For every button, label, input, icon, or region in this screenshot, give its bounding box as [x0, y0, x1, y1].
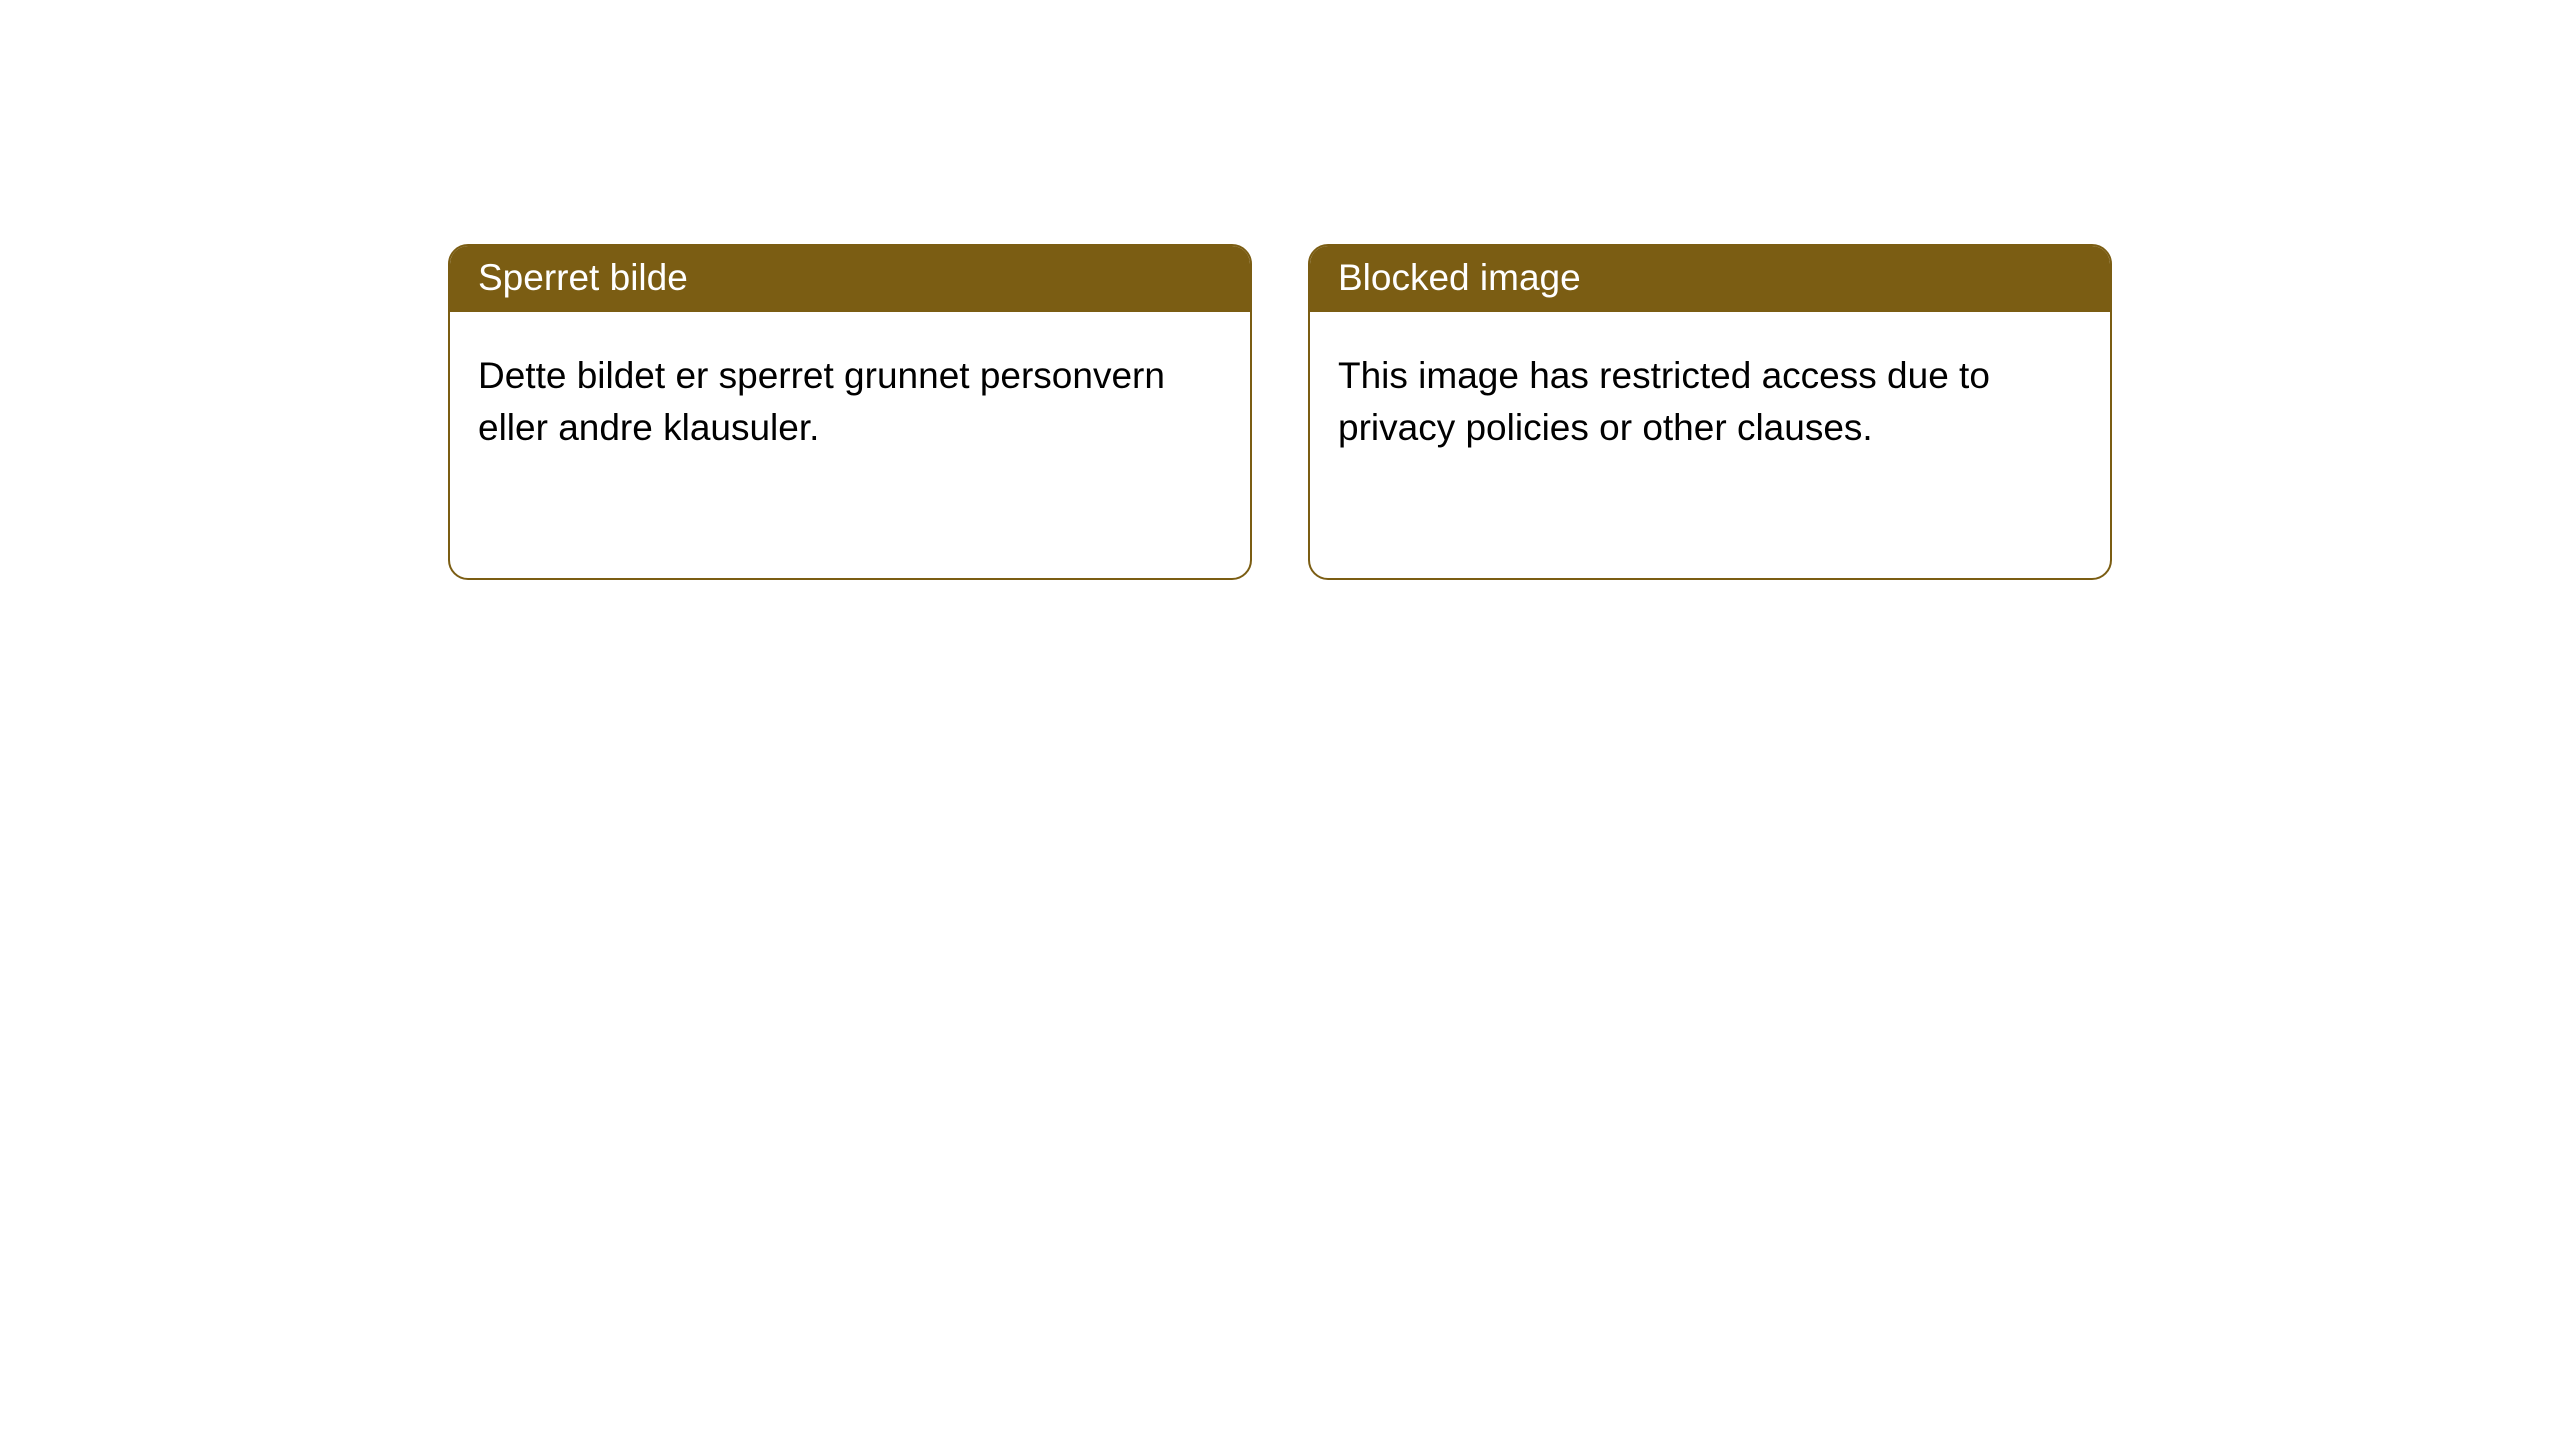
- notice-body-norwegian: Dette bildet er sperret grunnet personve…: [450, 312, 1250, 482]
- notice-title-norwegian: Sperret bilde: [450, 246, 1250, 312]
- notice-card-english: Blocked image This image has restricted …: [1308, 244, 2112, 580]
- notice-body-english: This image has restricted access due to …: [1310, 312, 2110, 482]
- notice-title-english: Blocked image: [1310, 246, 2110, 312]
- notice-card-norwegian: Sperret bilde Dette bildet er sperret gr…: [448, 244, 1252, 580]
- notice-container: Sperret bilde Dette bildet er sperret gr…: [0, 0, 2560, 580]
